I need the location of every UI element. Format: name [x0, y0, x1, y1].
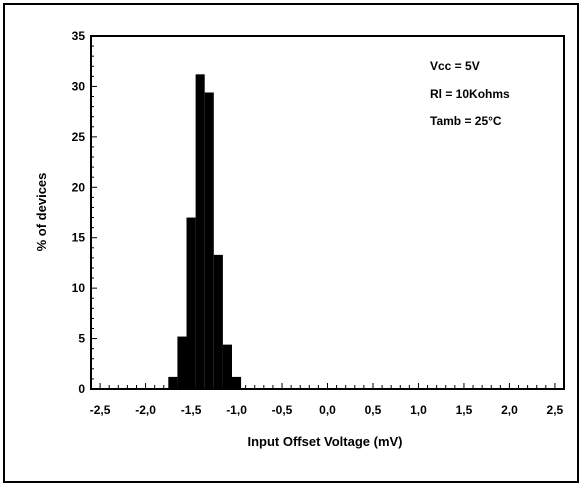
x-tick-labels: -2,5 -2,0 -1,5 -1,0 -0,5 0,0 0,5 1,0 1,5 2,0 2,5 — [90, 403, 564, 417]
y-tick-label: 25 — [72, 130, 86, 144]
x-tick-label: 1,0 — [410, 403, 427, 417]
histogram-bar — [168, 376, 178, 389]
histogram-bar — [195, 74, 205, 389]
annotation-vcc: Vcc = 5V — [430, 59, 480, 73]
y-tick-label: 5 — [78, 332, 85, 346]
histogram-bar — [222, 344, 232, 389]
histogram-bars — [168, 74, 242, 389]
chart-frame — [3, 3, 579, 483]
annotation-rl: Rl = 10Kohms — [430, 87, 510, 101]
x-tick-label: 1,5 — [456, 403, 473, 417]
histogram-bar — [213, 254, 223, 389]
y-tick-label: 35 — [72, 29, 86, 43]
y-tick-labels: 0 5 10 15 20 25 30 35 — [72, 29, 86, 396]
y-tick-label: 20 — [72, 180, 86, 194]
x-axis-label: Input Offset Voltage (mV) — [247, 434, 402, 449]
y-tick-label: 30 — [72, 79, 86, 93]
histogram-bar — [186, 217, 196, 389]
y-axis-label: % of devices — [34, 173, 49, 252]
x-tick-label: -2,0 — [135, 403, 156, 417]
plot-axes — [90, 35, 565, 390]
x-tick-label: -2,5 — [90, 403, 111, 417]
x-tick-label: 2,5 — [547, 403, 564, 417]
x-tick-label: 0,0 — [319, 403, 336, 417]
y-tick-label: 10 — [72, 281, 86, 295]
x-tick-label: -1,0 — [226, 403, 247, 417]
annotation-tamb: Tamb = 25°C — [430, 114, 502, 128]
x-tick-label: 2,0 — [501, 403, 518, 417]
x-tick-label: 0,5 — [365, 403, 382, 417]
y-tick-label: 0 — [78, 382, 85, 396]
histogram-bar — [204, 92, 214, 389]
y-tick-label: 15 — [72, 231, 86, 245]
histogram-bar — [231, 376, 242, 389]
histogram-bar — [177, 336, 187, 389]
x-tick-label: -0,5 — [272, 403, 293, 417]
x-tick-label: -1,5 — [181, 403, 202, 417]
